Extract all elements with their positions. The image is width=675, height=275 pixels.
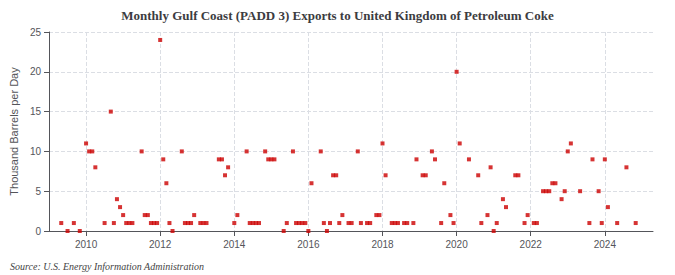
svg-text:2020: 2020 <box>445 239 468 250</box>
svg-text:2012: 2012 <box>149 239 172 250</box>
svg-text:2024: 2024 <box>594 239 617 250</box>
svg-text:2014: 2014 <box>223 239 246 250</box>
svg-text:2018: 2018 <box>371 239 394 250</box>
svg-text:5: 5 <box>35 186 41 197</box>
svg-text:25: 25 <box>30 27 42 38</box>
svg-text:0: 0 <box>35 226 41 237</box>
svg-text:2022: 2022 <box>520 239 543 250</box>
svg-text:Thousand Barrels per Day: Thousand Barrels per Day <box>8 67 20 196</box>
svg-text:10: 10 <box>30 146 42 157</box>
svg-text:15: 15 <box>30 106 42 117</box>
svg-text:Monthly Gulf Coast (PADD 3) Ex: Monthly Gulf Coast (PADD 3) Exports to U… <box>121 8 554 23</box>
svg-text:2010: 2010 <box>75 239 98 250</box>
svg-text:2016: 2016 <box>297 239 320 250</box>
svg-text:20: 20 <box>30 66 42 77</box>
svg-text:Source: U.S. Energy Informatio: Source: U.S. Energy Information Administ… <box>10 261 204 272</box>
